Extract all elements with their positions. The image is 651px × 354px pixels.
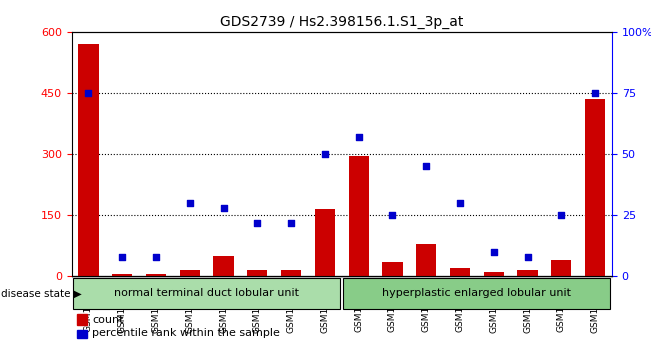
Bar	[382, 262, 402, 276]
Point	[353, 134, 364, 140]
Point	[522, 254, 533, 259]
Title: GDS2739 / Hs2.398156.1.S1_3p_at: GDS2739 / Hs2.398156.1.S1_3p_at	[220, 16, 464, 29]
Bar	[551, 260, 572, 276]
Point	[387, 212, 398, 218]
Point	[151, 254, 161, 259]
Point	[590, 90, 600, 96]
FancyBboxPatch shape	[344, 278, 610, 309]
FancyBboxPatch shape	[74, 278, 340, 309]
Bar	[484, 272, 504, 276]
Bar	[214, 256, 234, 276]
Point	[252, 220, 262, 225]
Bar	[77, 314, 87, 325]
Point	[185, 200, 195, 206]
Point	[218, 205, 229, 211]
Bar	[281, 270, 301, 276]
Text: count: count	[92, 315, 124, 325]
Point	[455, 200, 465, 206]
Bar	[450, 268, 470, 276]
Point	[556, 212, 566, 218]
Bar	[348, 156, 368, 276]
Bar	[585, 99, 605, 276]
Bar	[146, 274, 166, 276]
Point	[286, 220, 296, 225]
Point	[488, 249, 499, 255]
Text: normal terminal duct lobular unit: normal terminal duct lobular unit	[114, 289, 299, 298]
Text: disease state ▶: disease state ▶	[1, 289, 81, 298]
Bar	[247, 270, 268, 276]
Bar	[78, 44, 99, 276]
Bar	[180, 270, 200, 276]
Bar	[416, 244, 436, 276]
Bar	[77, 330, 87, 338]
Bar	[518, 270, 538, 276]
Point	[320, 151, 330, 157]
Point	[117, 254, 128, 259]
Point	[421, 164, 432, 169]
Bar	[112, 274, 132, 276]
Text: percentile rank within the sample: percentile rank within the sample	[92, 329, 280, 338]
Bar	[314, 209, 335, 276]
Point	[83, 90, 94, 96]
Text: hyperplastic enlarged lobular unit: hyperplastic enlarged lobular unit	[382, 289, 572, 298]
